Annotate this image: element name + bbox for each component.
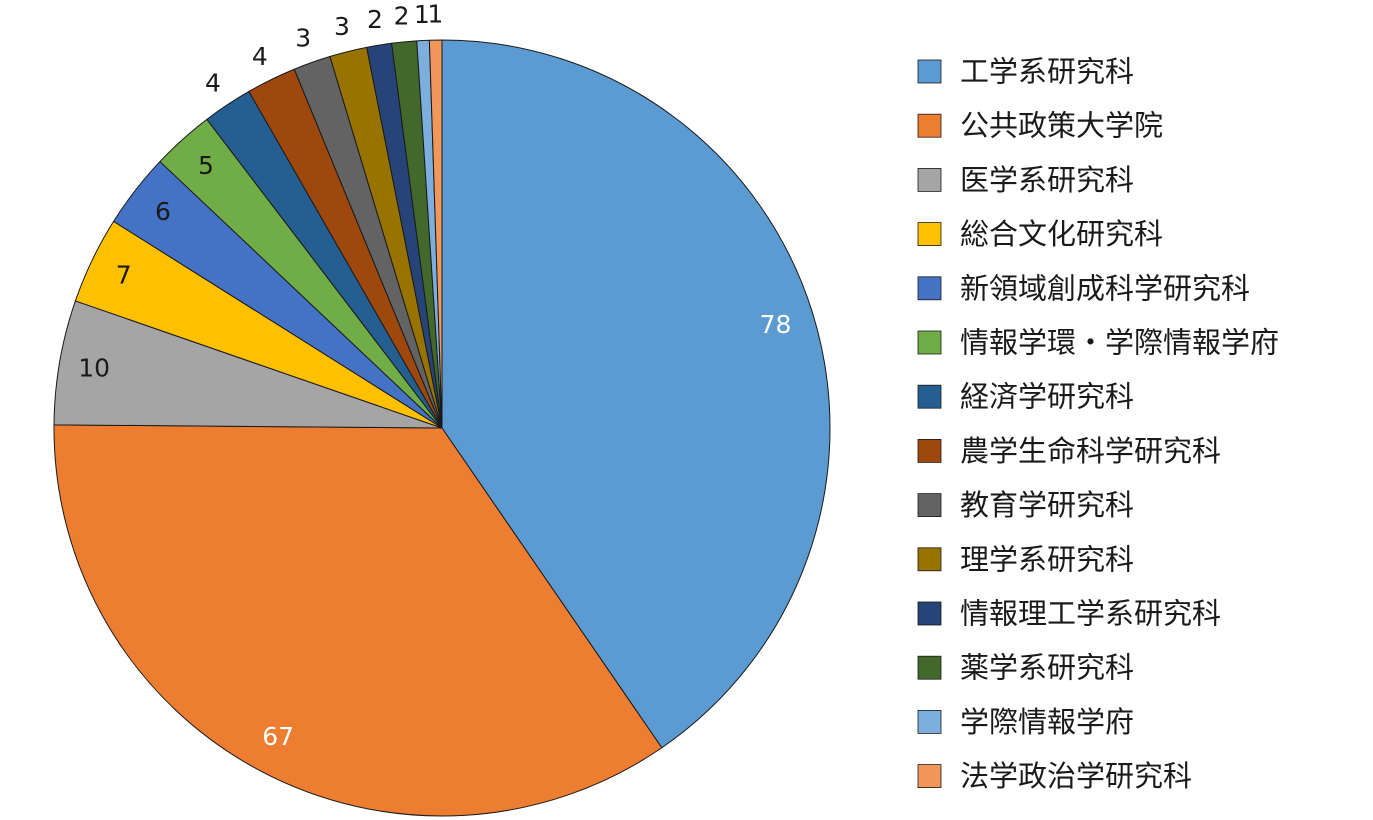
legend-swatch-0 bbox=[917, 59, 942, 84]
pie-slice-13 bbox=[428, 39, 443, 429]
data-label-5: 5 bbox=[198, 151, 214, 180]
legend-label-3: 総合文化研究科 bbox=[960, 217, 1163, 251]
data-label-3: 7 bbox=[116, 261, 132, 290]
legend-swatch-9 bbox=[917, 547, 942, 572]
data-label-1: 67 bbox=[262, 722, 294, 751]
data-label-10: 2 bbox=[367, 5, 383, 34]
legend-swatch-2 bbox=[917, 167, 942, 192]
data-label-7: 4 bbox=[252, 42, 268, 71]
legend-swatch-13 bbox=[917, 764, 942, 788]
legend-swatch-1 bbox=[917, 113, 942, 138]
legend-swatch-8 bbox=[917, 493, 942, 518]
legend-label-12: 学際情報学府 bbox=[960, 705, 1134, 739]
legend-swatch-6 bbox=[917, 384, 942, 409]
legend-label-4: 新領域創成科学研究科 bbox=[960, 271, 1250, 305]
pie-slices bbox=[53, 39, 831, 817]
legend-label-8: 教育学研究科 bbox=[960, 488, 1134, 522]
legend-label-0: 工学系研究科 bbox=[960, 55, 1134, 89]
legend-swatch-4 bbox=[917, 276, 942, 301]
legend-swatch-12 bbox=[917, 710, 942, 734]
data-label-6: 4 bbox=[205, 69, 221, 98]
legend-label-1: 公共政策大学院 bbox=[960, 109, 1163, 143]
data-label-12: 1 bbox=[414, 0, 430, 29]
data-label-11: 2 bbox=[394, 2, 410, 31]
legend-label-2: 医学系研究科 bbox=[960, 163, 1134, 197]
data-label-8: 3 bbox=[295, 24, 311, 53]
legend-swatch-5 bbox=[917, 330, 942, 355]
legend-swatch-3 bbox=[917, 222, 942, 247]
data-label-2: 10 bbox=[78, 353, 110, 382]
legend-swatch-7 bbox=[917, 438, 942, 463]
data-label-9: 3 bbox=[334, 12, 350, 41]
data-label-4: 6 bbox=[155, 197, 171, 226]
legend-swatch-11 bbox=[917, 655, 942, 680]
legend-label-7: 農学生命科学研究科 bbox=[960, 434, 1221, 468]
legend-label-5: 情報学環・学際情報学府 bbox=[960, 326, 1279, 360]
legend-label-9: 理学系研究科 bbox=[960, 542, 1134, 576]
legend-label-13: 法学政治学研究科 bbox=[960, 759, 1192, 793]
legend-swatch-10 bbox=[917, 601, 942, 626]
legend-label-6: 経済学研究科 bbox=[960, 380, 1134, 414]
pie-slice-1 bbox=[53, 424, 663, 817]
data-label-0: 78 bbox=[760, 310, 792, 339]
legend-label-11: 薬学系研究科 bbox=[960, 651, 1134, 685]
legend: 工学系研究科公共政策大学院医学系研究科総合文化研究科新領域創成科学研究科情報学環… bbox=[917, 55, 1279, 793]
legend-label-10: 情報理工学系研究科 bbox=[960, 597, 1221, 631]
data-label-13: 1 bbox=[427, 0, 443, 29]
pie-slice-0 bbox=[441, 39, 831, 749]
